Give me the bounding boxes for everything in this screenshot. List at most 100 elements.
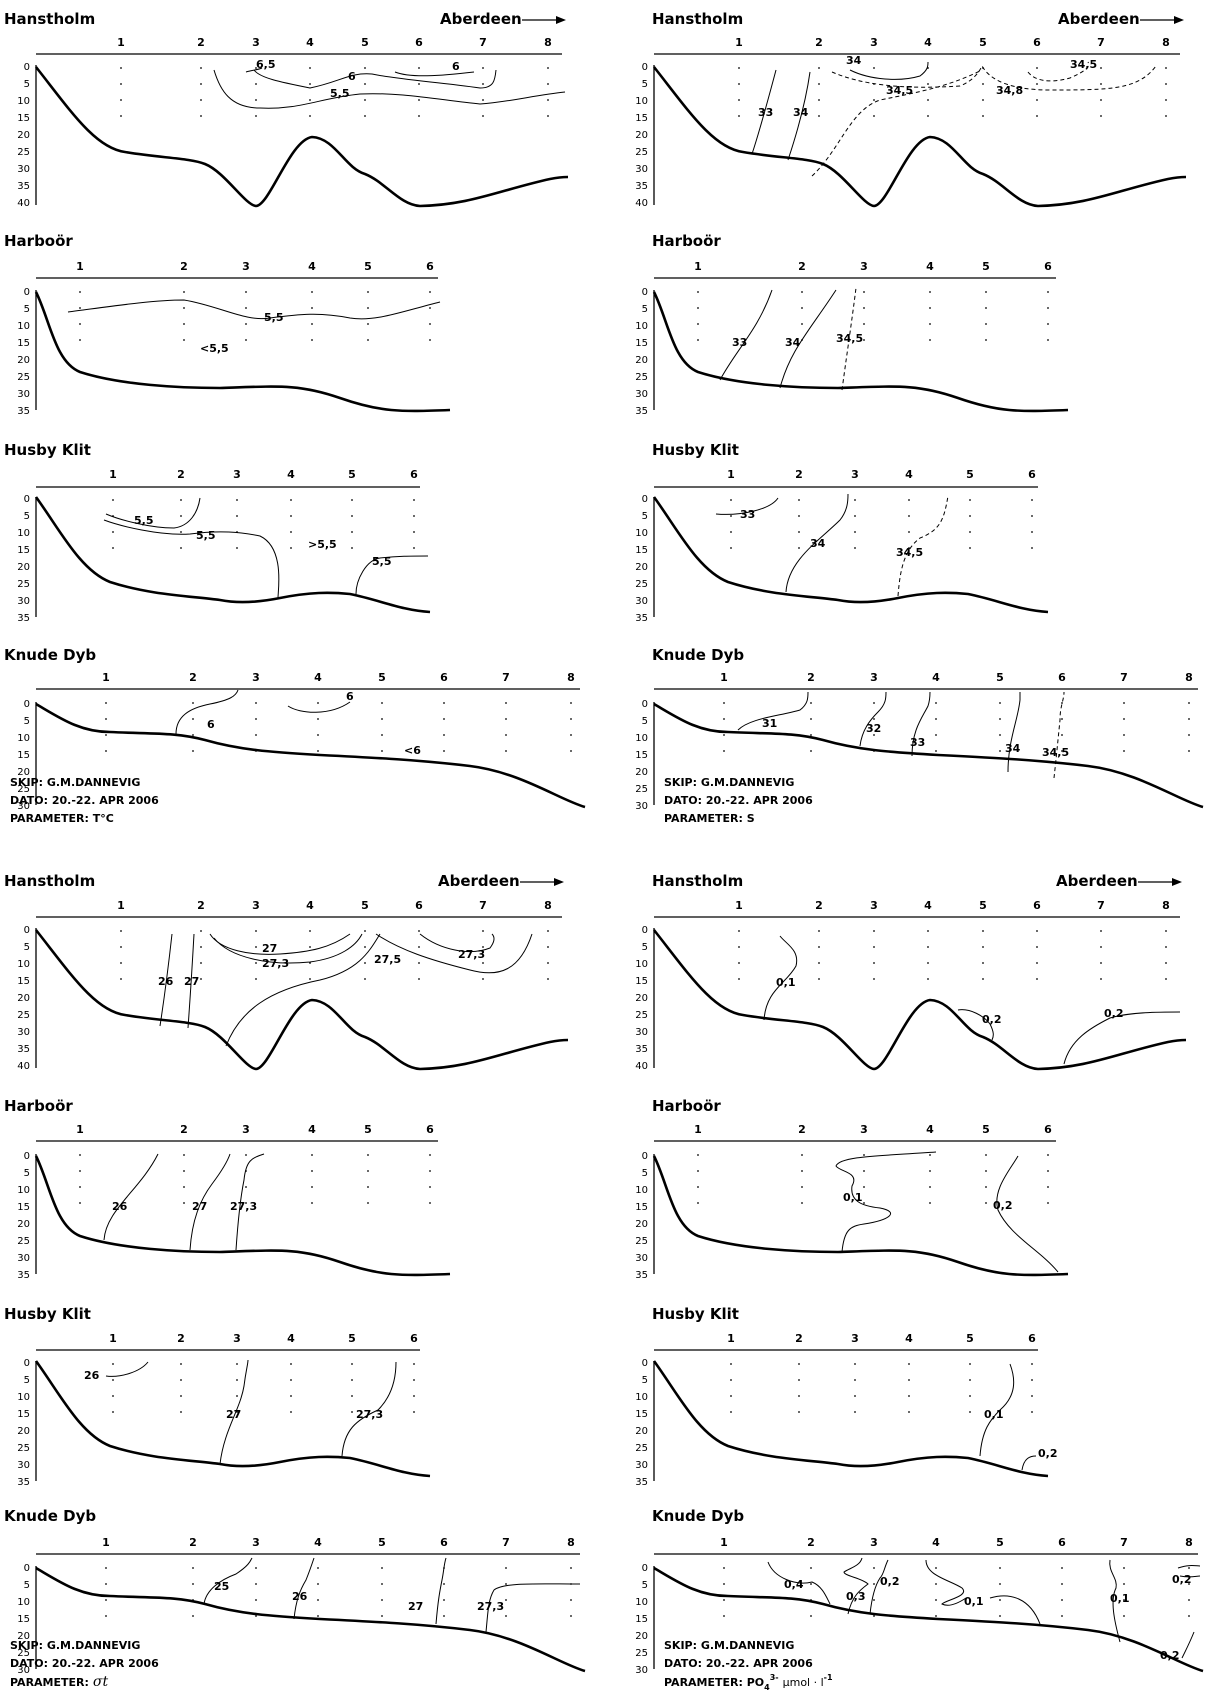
figure-label: 35 — [17, 1477, 30, 1488]
figure-label: 10 — [17, 528, 30, 539]
figure-label: 8 — [567, 671, 575, 684]
sample-dot — [969, 1379, 971, 1381]
sample-dots — [79, 67, 1190, 1617]
station-labels: 1 2 3 4 5 6 7 8 — [117, 36, 552, 49]
figure-label: 34,8 — [996, 84, 1023, 97]
sample-dot — [443, 718, 445, 720]
sample-dot — [180, 1379, 182, 1381]
sample-dot — [810, 734, 812, 736]
figure-label: 2 — [815, 36, 823, 49]
seabed-profile — [34, 929, 569, 1071]
isoline — [811, 69, 983, 177]
sample-dot — [929, 1186, 931, 1188]
sample-dot — [697, 1170, 699, 1172]
isoline-labels: 31 32 33 34 34,5 — [762, 717, 1069, 759]
sample-dot — [810, 1583, 812, 1585]
figure-label: 8 — [1185, 1536, 1193, 1549]
sample-dot — [738, 99, 740, 101]
figure-label: 10 — [635, 959, 648, 970]
sample-dot — [697, 291, 699, 293]
sample-dot — [1061, 1599, 1063, 1601]
sample-dot — [79, 291, 81, 293]
figure-label: 6 — [1033, 899, 1041, 912]
figure-label: 4 — [926, 260, 934, 273]
sample-dot — [290, 1395, 292, 1397]
isoline — [843, 1557, 869, 1615]
sample-dot — [290, 1411, 292, 1413]
figure-label: 35 — [17, 406, 30, 417]
sample-dot — [738, 962, 740, 964]
sample-dot — [863, 1202, 865, 1204]
figure-label: 3 — [252, 1536, 260, 1549]
sample-dot — [935, 734, 937, 736]
figure-label: 0,2 — [993, 1199, 1013, 1212]
sample-dot — [413, 531, 415, 533]
figure-label: 2 — [177, 468, 185, 481]
station-label: 3 — [252, 36, 260, 49]
figure-label: 26 — [84, 1369, 100, 1382]
figure-label: 1 — [109, 1332, 117, 1345]
sample-dot — [200, 67, 202, 69]
sample-dot — [505, 1615, 507, 1617]
isoline — [911, 691, 931, 757]
sample-dot — [738, 946, 740, 948]
isoline — [869, 1559, 889, 1615]
figure-label: 0,1 — [964, 1595, 984, 1608]
sample-dot — [908, 547, 910, 549]
sample-dot — [364, 99, 366, 101]
sample-dot — [364, 930, 366, 932]
figure-label: 34,5 — [836, 332, 863, 345]
sample-dot — [429, 1202, 431, 1204]
sample-dot — [200, 930, 202, 932]
figure-label: 6 — [1058, 671, 1066, 684]
figure-label: 5 — [24, 1375, 30, 1386]
sample-dot — [927, 99, 929, 101]
sample-dot — [79, 339, 81, 341]
sample-dot — [255, 930, 257, 932]
figure-label: Hanstholm — [4, 872, 95, 890]
sample-dot — [255, 1599, 257, 1601]
depth-tick: 35 — [17, 181, 30, 192]
figure-label: 25 — [635, 1236, 648, 1247]
sample-dot — [697, 323, 699, 325]
sample-dot — [873, 750, 875, 752]
isolines — [203, 1557, 581, 1633]
sample-dot — [798, 515, 800, 517]
isoline — [849, 61, 929, 80]
figure-label: 5 — [642, 304, 648, 315]
metadata-block: SKIP: G.M.DANNEVIG DATO: 20.-22. APR 200… — [664, 1639, 833, 1692]
figure-label: 0 — [642, 494, 648, 505]
isoline — [989, 1595, 1041, 1625]
isoline — [435, 1557, 447, 1625]
sample-dot — [180, 515, 182, 517]
figure-label: 5 — [979, 899, 987, 912]
isoline-label: 6 — [348, 70, 356, 83]
sample-dot — [982, 83, 984, 85]
figure-label: 2 — [795, 1332, 803, 1345]
sample-dot — [255, 1583, 257, 1585]
figure-label: Husby Klit — [4, 1305, 91, 1323]
figure-label: Aberdeen — [1056, 872, 1138, 890]
sample-dot — [818, 962, 820, 964]
figure-label: Husby Klit — [652, 441, 739, 459]
sample-dot — [309, 946, 311, 948]
figure-label: 4 — [905, 1332, 913, 1345]
isoline — [293, 1557, 315, 1620]
sample-dot — [79, 1170, 81, 1172]
sample-dot — [999, 1583, 1001, 1585]
isoline — [1181, 1631, 1195, 1659]
figure-label: 1 — [727, 468, 735, 481]
sample-dot — [730, 1379, 732, 1381]
sample-dot — [180, 1363, 182, 1365]
figure-label: 5 — [24, 304, 30, 315]
sample-dot — [929, 323, 931, 325]
figure-label: 27,3 — [230, 1200, 257, 1213]
figure-label: 30 — [635, 1253, 648, 1264]
sample-dot — [873, 1583, 875, 1585]
station-label: 8 — [544, 36, 552, 49]
sample-dot — [367, 1170, 369, 1172]
sample-dot — [982, 930, 984, 932]
sample-dot — [818, 930, 820, 932]
isolines — [103, 1153, 265, 1251]
sample-dot — [351, 531, 353, 533]
